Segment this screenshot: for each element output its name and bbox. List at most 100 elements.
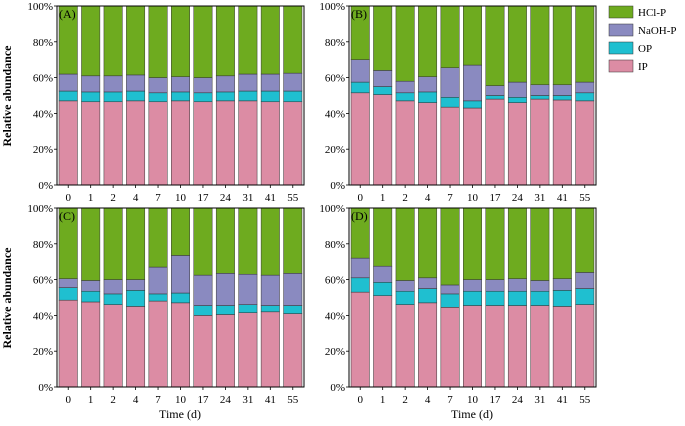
panel-1: 0 1 2 4 7 10 17 24 31 41 550%20%40%60%80%100% (B) — [319, 1, 597, 204]
bar-ip-17 — [193, 101, 213, 186]
panel-label: (D) — [351, 209, 368, 223]
bar-hcl-p-17 — [193, 207, 213, 276]
bar-op-1 — [373, 282, 393, 296]
x-tick-label: 0 — [65, 394, 71, 406]
y-axis-label-top: Relative abundance — [0, 45, 14, 147]
y-tick-label: 0% — [330, 382, 345, 394]
y-tick-label: 0% — [38, 180, 53, 192]
x-tick-label: 41 — [265, 394, 276, 406]
panel-label: (A) — [59, 7, 76, 21]
bar-hcl-p-10 — [171, 5, 190, 77]
y-tick-label: 0% — [38, 382, 53, 394]
x-tick-label: 24 — [512, 192, 524, 204]
bar-ip-41 — [552, 99, 572, 186]
x-tick-label: 24 — [512, 394, 524, 406]
x-tick-label: 1 — [88, 394, 94, 406]
bar-ip-7 — [440, 106, 460, 186]
bar-naoh-p-55 — [283, 273, 303, 306]
panel-3: 0 1 2 4 7 10 17 24 31 41 550%20%40%60%80%100% (D) — [319, 203, 597, 406]
bar-op-2 — [103, 293, 123, 305]
bar-ip-0 — [350, 92, 370, 186]
bar-naoh-p-55 — [575, 81, 595, 94]
bar-naoh-p-10 — [171, 255, 190, 294]
plot-frame — [348, 207, 597, 388]
bar-naoh-p-1 — [81, 75, 101, 93]
x-tick-label: 7 — [447, 394, 453, 406]
bar-ip-10 — [463, 305, 482, 388]
bar-ip-10 — [463, 107, 482, 186]
bar-hcl-p-2 — [395, 207, 415, 281]
bar-op-24 — [507, 290, 527, 306]
y-tick-label: 60% — [33, 73, 53, 85]
x-tick-label: 31 — [534, 192, 545, 204]
bar-ip-31 — [238, 312, 258, 388]
bar-ip-7 — [148, 300, 168, 388]
bar-naoh-p-7 — [148, 266, 168, 295]
x-tick-label: 24 — [220, 394, 232, 406]
panel-0: 0 1 2 4 7 10 17 24 31 41 550%20%40%60%80%100% (A) — [27, 1, 305, 204]
bar-hcl-p-24 — [507, 5, 527, 83]
x-tick-label: 0 — [65, 192, 71, 204]
x-tick-label: 2 — [402, 192, 408, 204]
bar-naoh-p-0 — [58, 278, 78, 288]
bar-op-4 — [126, 90, 146, 102]
bar-op-31 — [238, 304, 258, 313]
y-tick-label: 80% — [325, 37, 345, 49]
x-tick-label: 17 — [489, 192, 501, 204]
bar-hcl-p-41 — [552, 5, 572, 86]
bar-naoh-p-4 — [418, 277, 438, 289]
bar-op-10 — [463, 290, 482, 306]
bar-op-1 — [81, 290, 101, 303]
bar-naoh-p-24 — [507, 278, 527, 292]
legend-label-op: OP — [638, 43, 652, 55]
bar-op-10 — [171, 91, 190, 102]
bar-naoh-p-24 — [507, 81, 527, 98]
bar-naoh-p-2 — [395, 280, 415, 292]
bar-hcl-p-7 — [440, 207, 460, 286]
bar-hcl-p-1 — [81, 207, 101, 281]
bar-op-10 — [463, 100, 482, 109]
bar-op-0 — [58, 287, 78, 301]
bar-hcl-p-2 — [103, 5, 123, 77]
bar-ip-41 — [260, 311, 280, 388]
bar-hcl-p-7 — [148, 5, 168, 78]
bar-op-24 — [215, 305, 235, 315]
bar-naoh-p-1 — [81, 280, 101, 292]
bar-hcl-p-10 — [463, 5, 482, 66]
y-tick-label: 20% — [33, 144, 53, 156]
bar-ip-17 — [485, 98, 505, 186]
x-tick-label: 17 — [197, 394, 209, 406]
bar-op-17 — [193, 92, 213, 103]
y-tick-label: 40% — [33, 310, 53, 322]
plot-frame — [56, 5, 305, 186]
bar-ip-55 — [283, 101, 303, 186]
bar-naoh-p-4 — [126, 74, 146, 92]
x-tick-label: 0 — [357, 192, 363, 204]
bar-op-24 — [215, 91, 235, 102]
x-tick-label: 31 — [242, 394, 253, 406]
y-tick-label: 60% — [325, 73, 345, 85]
legend-swatch-op — [608, 41, 634, 55]
bar-hcl-p-4 — [126, 5, 146, 76]
bar-op-31 — [530, 290, 550, 306]
x-tick-label: 10 — [175, 192, 187, 204]
bar-hcl-p-2 — [103, 207, 123, 280]
bar-op-7 — [148, 92, 168, 103]
bar-hcl-p-7 — [148, 207, 168, 268]
bar-op-7 — [440, 293, 460, 308]
bar-ip-31 — [530, 305, 550, 388]
y-axis-label-bottom: Relative abundance — [0, 247, 14, 349]
y-tick-label: 80% — [33, 37, 53, 49]
bar-ip-2 — [395, 304, 415, 388]
legend-swatch-hcl-p — [608, 5, 634, 19]
bar-op-17 — [485, 290, 505, 306]
bar-hcl-p-17 — [485, 207, 505, 280]
bar-ip-10 — [171, 302, 190, 388]
bar-hcl-p-55 — [575, 5, 595, 83]
bar-naoh-p-2 — [103, 279, 123, 295]
bar-op-31 — [238, 90, 258, 102]
bar-naoh-p-17 — [193, 77, 213, 94]
bar-naoh-p-2 — [395, 80, 415, 94]
bar-ip-1 — [81, 101, 101, 186]
x-tick-label: 1 — [88, 192, 94, 204]
